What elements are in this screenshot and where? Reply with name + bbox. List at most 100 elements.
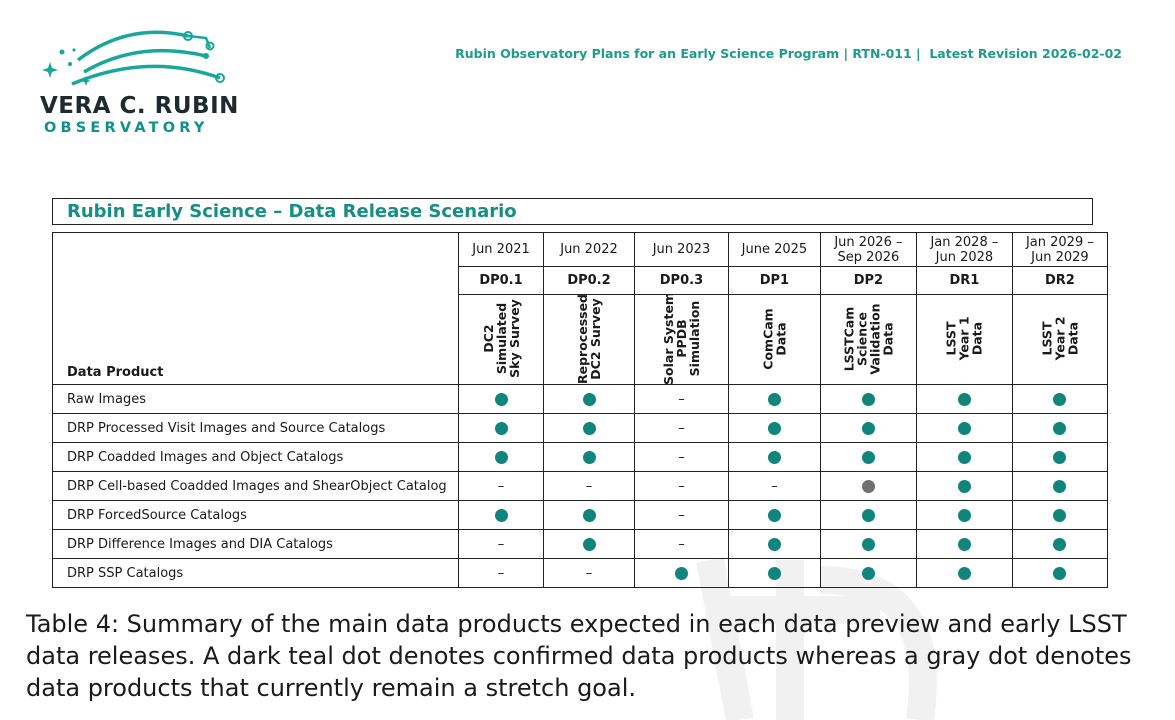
- column-code: DR2: [1011, 266, 1108, 295]
- confirmed-dot: [957, 508, 971, 522]
- confirmed-dot: [861, 392, 875, 406]
- status-cell: [1011, 500, 1108, 530]
- column-date: June 2025: [727, 232, 821, 267]
- dash-mark: –: [497, 565, 505, 581]
- status-cell: [1011, 529, 1108, 559]
- confirmed-dot: [582, 421, 596, 435]
- confirmed-dot: [494, 392, 508, 406]
- confirmed-dot: [582, 392, 596, 406]
- column-code: DP0.3: [634, 266, 729, 295]
- status-cell: [1011, 558, 1108, 588]
- confirmed-dot: [861, 450, 875, 464]
- confirmed-dot: [767, 566, 781, 580]
- status-cell: [819, 471, 917, 501]
- confirmed-dot: [957, 479, 971, 493]
- status-cell: [543, 442, 635, 472]
- status-cell: –: [634, 384, 729, 414]
- running-header: Rubin Observatory Plans for an Early Sci…: [455, 46, 1122, 61]
- status-cell: [819, 384, 917, 414]
- row-label: DRP ForcedSource Catalogs: [52, 500, 459, 530]
- status-cell: [819, 558, 917, 588]
- status-cell: [915, 413, 1013, 443]
- status-cell: –: [727, 471, 821, 501]
- column-date: Jan 2028 – Jun 2028: [915, 232, 1013, 267]
- table-row: Raw Images –: [52, 384, 1108, 414]
- confirmed-dot: [1053, 508, 1067, 522]
- column-code: DP2: [819, 266, 917, 295]
- status-cell: –: [543, 471, 635, 501]
- confirmed-dot: [861, 508, 875, 522]
- column-date: Jan 2029 – Jun 2029: [1011, 232, 1108, 267]
- dash-mark: –: [585, 478, 593, 494]
- status-cell: [915, 384, 1013, 414]
- confirmed-dot: [767, 537, 781, 551]
- status-cell: [727, 442, 821, 472]
- table-row: DRP Difference Images and DIA Catalogs – –: [52, 529, 1108, 559]
- status-cell: –: [634, 500, 729, 530]
- status-cell: [727, 413, 821, 443]
- status-cell: [915, 442, 1013, 472]
- table-title: Rubin Early Science – Data Release Scena…: [67, 201, 517, 222]
- status-cell: [727, 529, 821, 559]
- confirmed-dot: [1053, 566, 1067, 580]
- dash-mark: –: [678, 449, 685, 465]
- column-date: Jun 2022: [543, 232, 635, 267]
- confirmed-dot: [582, 508, 596, 522]
- column-code: DP1: [727, 266, 821, 295]
- status-cell: [819, 500, 917, 530]
- confirmed-dot: [957, 421, 971, 435]
- confirmed-dot: [957, 392, 971, 406]
- status-cell: –: [543, 558, 635, 588]
- status-cell: [458, 384, 544, 414]
- status-cell: [727, 500, 821, 530]
- status-cell: [915, 529, 1013, 559]
- column-date: Jun 2023: [634, 232, 729, 267]
- column-description: LSST Year 2 Data: [1011, 294, 1108, 385]
- status-cell: [1011, 384, 1108, 414]
- table-row: DRP SSP Catalogs – –: [52, 558, 1108, 588]
- dash-mark: –: [771, 478, 778, 494]
- status-cell: [543, 384, 635, 414]
- column-code: DP0.1: [458, 266, 544, 295]
- column-description: Reprocessed DC2 Survey: [543, 294, 635, 385]
- table-caption: Table 4: Summary of the main data produc…: [26, 610, 1132, 702]
- column-description: ComCam Data: [727, 294, 821, 385]
- status-cell: [727, 558, 821, 588]
- column-code: DP0.2: [543, 266, 635, 295]
- confirmed-dot: [767, 508, 781, 522]
- status-cell: [915, 558, 1013, 588]
- status-cell: [543, 529, 635, 559]
- table-row: DRP ForcedSource Catalogs –: [52, 500, 1108, 530]
- status-cell: –: [458, 471, 544, 501]
- status-cell: [1011, 413, 1108, 443]
- status-cell: –: [634, 413, 729, 443]
- column-description: DC2 Simulated Sky Survey: [458, 294, 544, 385]
- dash-mark: –: [497, 536, 505, 552]
- table-row: DRP Coadded Images and Object Catalogs –: [52, 442, 1108, 472]
- stretch-goal-dot: [861, 479, 875, 493]
- row-label: DRP Processed Visit Images and Source Ca…: [52, 413, 459, 443]
- table-row: DRP Processed Visit Images and Source Ca…: [52, 413, 1108, 443]
- row-label: DRP Cell-based Coadded Images and ShearO…: [52, 471, 459, 501]
- status-cell: –: [458, 558, 544, 588]
- row-label: DRP Coadded Images and Object Catalogs: [52, 442, 459, 472]
- status-cell: [458, 442, 544, 472]
- dash-mark: –: [585, 565, 593, 581]
- dash-mark: –: [678, 536, 685, 552]
- column-description: Solar System PPDB Simulation: [634, 294, 729, 385]
- status-cell: [915, 500, 1013, 530]
- dash-mark: –: [497, 478, 505, 494]
- confirmed-dot: [582, 537, 596, 551]
- confirmed-dot: [861, 566, 875, 580]
- status-cell: [1011, 471, 1108, 501]
- confirmed-dot: [1053, 392, 1067, 406]
- data-release-table: Data Product Jun 2021 Jun 2022 Jun 2023 June…: [52, 232, 1108, 588]
- confirmed-dot: [767, 421, 781, 435]
- status-cell: [819, 529, 917, 559]
- running-header-text: Rubin Observatory Plans for an Early Sci…: [455, 46, 1122, 61]
- status-cell: [458, 500, 544, 530]
- confirmed-dot: [1053, 421, 1067, 435]
- confirmed-dot: [494, 508, 508, 522]
- status-cell: –: [458, 529, 544, 559]
- dash-mark: –: [678, 391, 685, 407]
